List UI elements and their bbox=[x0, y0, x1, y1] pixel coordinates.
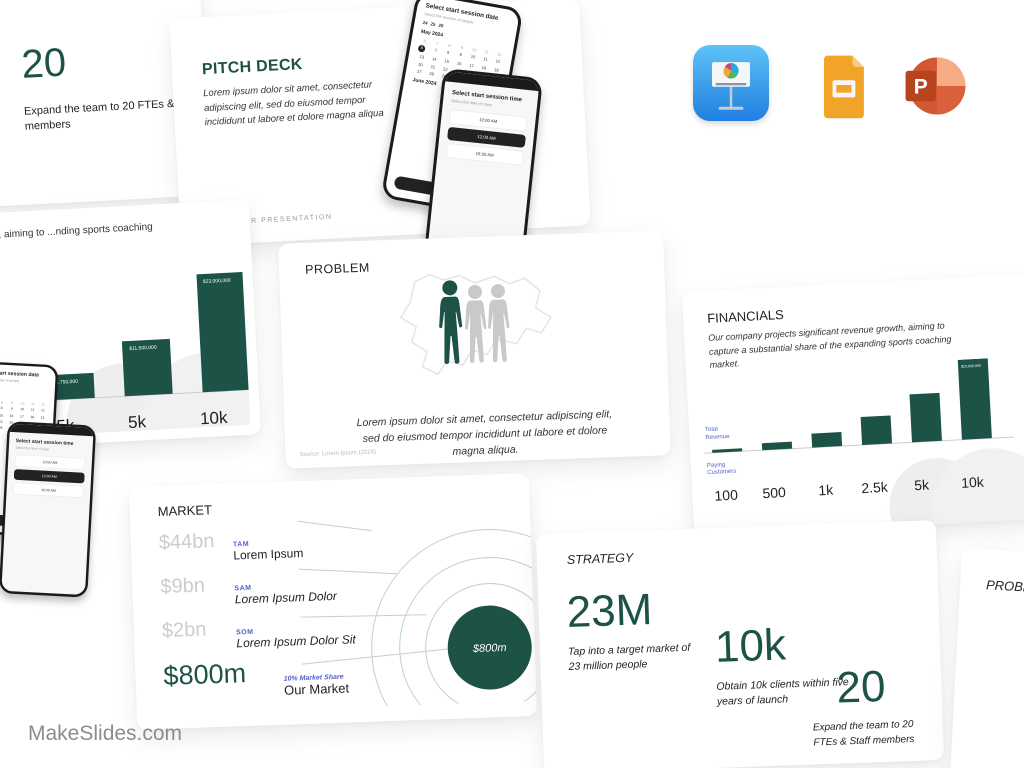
svg-text:100: 100 bbox=[714, 487, 738, 504]
svg-text:$1,800,000: $1,800,000 bbox=[765, 438, 783, 443]
svg-text:$11,800,000: $11,800,000 bbox=[912, 389, 932, 394]
svg-text:$180,000: $180,000 bbox=[715, 445, 730, 450]
svg-text:Customers: Customers bbox=[707, 469, 736, 477]
svg-text:$800m: $800m bbox=[472, 642, 507, 655]
svg-text:1k: 1k bbox=[818, 482, 835, 499]
svg-text:5k: 5k bbox=[914, 476, 931, 493]
svg-text:P: P bbox=[914, 76, 928, 99]
svg-text:Revenue: Revenue bbox=[705, 434, 730, 441]
svg-text:10k: 10k bbox=[200, 408, 229, 428]
svg-text:Paying: Paying bbox=[707, 462, 726, 469]
svg-text:$2,300,000: $2,300,000 bbox=[814, 428, 832, 433]
svg-text:10k: 10k bbox=[961, 474, 985, 491]
svg-text:2.5k: 2.5k bbox=[861, 479, 889, 496]
svg-text:5k: 5k bbox=[128, 412, 147, 432]
svg-text:$5,750,000: $5,750,000 bbox=[863, 411, 881, 416]
svg-text:500: 500 bbox=[762, 484, 786, 501]
svg-text:Total: Total bbox=[705, 427, 718, 434]
